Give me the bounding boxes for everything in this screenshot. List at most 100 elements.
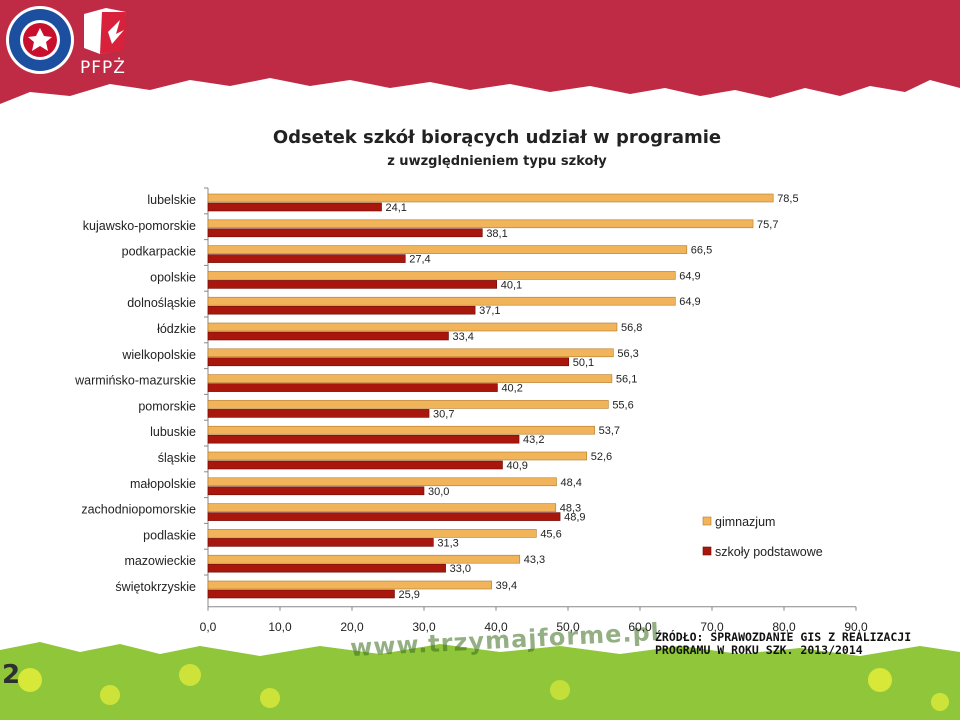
footer-green-band bbox=[0, 642, 960, 720]
value-label: 52,6 bbox=[591, 451, 612, 463]
x-tick-label: 70,0 bbox=[700, 620, 724, 634]
bar-szkoly-podstawowe bbox=[207, 486, 425, 496]
category-label: zachodniopomorskie bbox=[81, 503, 196, 517]
bar-gimnazjum bbox=[207, 219, 754, 229]
value-label: 64,9 bbox=[679, 296, 700, 308]
value-label: 38,1 bbox=[486, 228, 507, 240]
legend-label: gimnazjum bbox=[715, 515, 775, 529]
category-label: opolskie bbox=[150, 270, 196, 284]
bar-gimnazjum bbox=[207, 348, 614, 358]
value-label: 56,8 bbox=[621, 322, 642, 334]
bar-gimnazjum bbox=[207, 193, 774, 203]
chart-legend: gimnazjum szkoły podstawowe bbox=[702, 515, 823, 559]
header-red-band bbox=[0, 0, 960, 104]
value-label: 25,9 bbox=[398, 589, 419, 601]
legend-label: szkoły podstawowe bbox=[715, 545, 823, 559]
value-label: 30,7 bbox=[433, 408, 454, 420]
bar-szkoly-podstawowe bbox=[207, 357, 570, 367]
category-label: podkarpackie bbox=[122, 245, 196, 259]
value-label: 30,0 bbox=[428, 486, 449, 498]
value-label: 48,9 bbox=[564, 512, 585, 524]
category-label: lubuskie bbox=[150, 425, 196, 439]
value-label: 43,2 bbox=[523, 434, 544, 446]
value-label: 64,9 bbox=[679, 270, 700, 282]
bar-gimnazjum bbox=[207, 322, 618, 332]
category-label: warmińsko-mazurskie bbox=[74, 374, 196, 388]
value-label: 45,6 bbox=[540, 528, 561, 540]
x-tick-label: 0,0 bbox=[200, 620, 217, 634]
bar-gimnazjum bbox=[207, 503, 557, 512]
value-label: 43,3 bbox=[524, 554, 545, 566]
bar-szkoly-podstawowe bbox=[207, 280, 498, 289]
category-label: małopolskie bbox=[130, 477, 196, 491]
source-note: ŹRÓDŁO: SPRAWOZDANIE GIS Z REALIZACJI PR… bbox=[655, 630, 912, 657]
x-tick-label: 40,0 bbox=[484, 620, 508, 634]
category-label: kujawsko-pomorskie bbox=[83, 219, 196, 233]
bar-szkoly-podstawowe bbox=[207, 589, 395, 599]
chart-title: Odsetek szkół biorących udział w program… bbox=[273, 127, 721, 148]
bar-szkoly-podstawowe bbox=[207, 434, 520, 444]
value-label: 66,5 bbox=[691, 245, 712, 257]
value-label: 39,4 bbox=[496, 580, 517, 592]
category-label: podlaskie bbox=[143, 528, 196, 542]
bar-szkoly-podstawowe bbox=[207, 305, 476, 315]
bar-gimnazjum bbox=[207, 554, 521, 564]
value-label: 40,1 bbox=[501, 279, 522, 291]
category-label: łódzkie bbox=[157, 322, 196, 336]
bar-gimnazjum bbox=[207, 451, 588, 461]
value-label: 40,9 bbox=[506, 460, 527, 472]
bar-szkoly-podstawowe bbox=[207, 383, 498, 392]
header-banner bbox=[0, 0, 960, 104]
legend-swatch bbox=[702, 546, 712, 556]
value-label: 48,3 bbox=[560, 503, 581, 515]
bar-szkoly-podstawowe bbox=[207, 331, 449, 341]
value-label: 24,1 bbox=[386, 202, 407, 214]
bar-szkoly-podstawowe bbox=[207, 409, 430, 418]
x-tick-label: 50,0 bbox=[556, 620, 580, 634]
category-label: mazowieckie bbox=[124, 554, 196, 568]
bar-gimnazjum bbox=[207, 400, 609, 409]
bar-gimnazjum bbox=[207, 529, 537, 538]
category-label: pomorskie bbox=[138, 399, 196, 413]
pfpz-logo bbox=[84, 8, 126, 54]
pis-logo bbox=[6, 6, 74, 74]
x-tick-label: 10,0 bbox=[268, 620, 292, 634]
footer-banner bbox=[0, 642, 960, 720]
value-label: 33,0 bbox=[450, 563, 471, 575]
value-label: 40,2 bbox=[501, 383, 522, 395]
bar-gimnazjum bbox=[207, 425, 595, 435]
value-label: 27,4 bbox=[409, 254, 430, 266]
category-label: wielkopolskie bbox=[121, 348, 196, 362]
bar-szkoly-podstawowe bbox=[207, 460, 503, 470]
pfpz-label: PFPŻ bbox=[80, 58, 126, 78]
value-label: 56,3 bbox=[617, 348, 638, 360]
value-label: 50,1 bbox=[573, 357, 594, 369]
value-label: 55,6 bbox=[612, 399, 633, 411]
value-label: 37,1 bbox=[479, 305, 500, 317]
bar-gimnazjum bbox=[207, 296, 676, 306]
bar-gimnazjum bbox=[207, 477, 557, 487]
bar-szkoly-podstawowe bbox=[207, 254, 406, 263]
value-label: 31,3 bbox=[437, 537, 458, 549]
x-tick-label: 90,0 bbox=[844, 620, 868, 634]
bar-gimnazjum bbox=[207, 271, 676, 280]
bar-szkoly-podstawowe bbox=[207, 228, 483, 238]
page-number: 2 bbox=[2, 660, 21, 690]
value-label: 33,4 bbox=[452, 331, 473, 343]
bar-szkoly-podstawowe bbox=[207, 563, 446, 573]
category-label: dolnośląskie bbox=[127, 296, 196, 310]
bar-gimnazjum bbox=[207, 245, 688, 254]
chart-subtitle: z uwzględnieniem typu szkoły bbox=[387, 154, 607, 169]
plot-area: lubelskie 78,5 24,1 kujawsko-pomorskie 75,7 3… bbox=[74, 187, 868, 634]
value-label: 56,1 bbox=[616, 374, 637, 386]
value-label: 48,4 bbox=[560, 477, 581, 489]
bar-gimnazjum bbox=[207, 374, 613, 383]
legend-swatch bbox=[702, 516, 712, 526]
x-tick-label: 30,0 bbox=[412, 620, 436, 634]
bar-szkoly-podstawowe bbox=[207, 202, 382, 212]
bar-gimnazjum bbox=[207, 580, 492, 590]
category-label: lubelskie bbox=[147, 193, 196, 207]
bar-szkoly-podstawowe bbox=[207, 538, 434, 547]
value-label: 53,7 bbox=[599, 425, 620, 437]
value-label: 75,7 bbox=[757, 219, 778, 231]
